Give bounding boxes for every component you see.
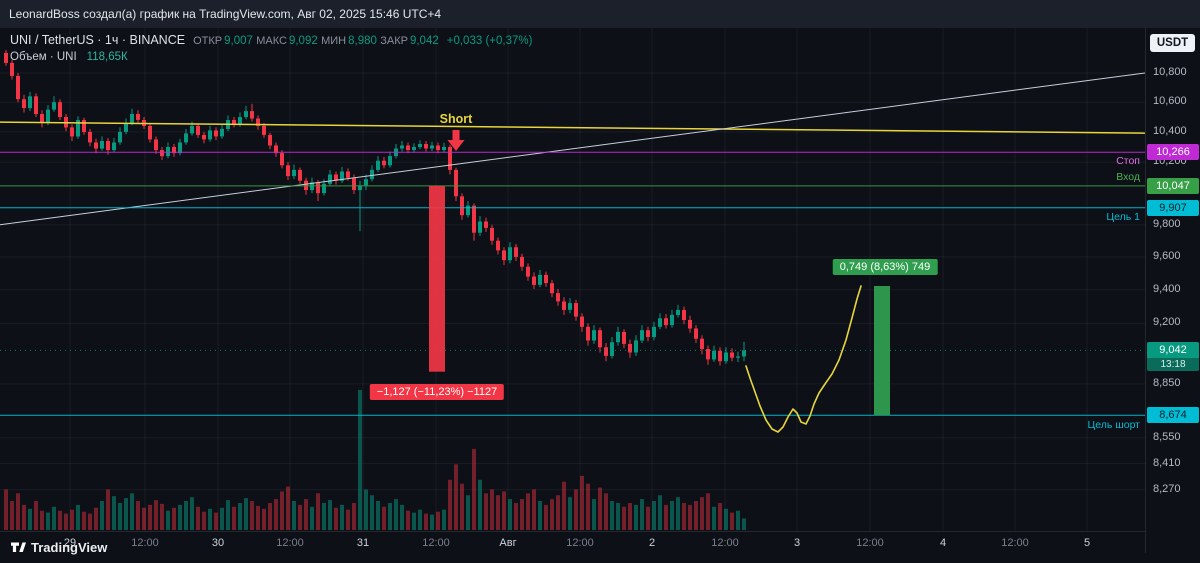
time-axis-label: 30: [211, 537, 225, 549]
time-axis-label: 12:00: [856, 537, 884, 549]
price-axis-label: 10,600: [1153, 95, 1187, 108]
time-axis-label: 12:00: [566, 537, 594, 549]
symbol-title[interactable]: UNI / TetherUS · 1ч · BINANCE: [10, 33, 186, 47]
time-axis-label: 12:00: [422, 537, 450, 549]
time-axis-label: 2: [648, 537, 656, 549]
time-axis-label: 31: [356, 537, 370, 549]
short-annotation-label[interactable]: Short: [439, 112, 473, 126]
price-badge-stop: 10,266: [1147, 144, 1199, 161]
price-badge-target-short: 8,674: [1147, 407, 1199, 424]
time-axis-label: 4: [939, 537, 947, 549]
price-axis-label: 10,400: [1153, 124, 1187, 137]
price-axis-label: 10,800: [1153, 66, 1187, 78]
price-axis-label: 9,200: [1153, 316, 1181, 329]
price-axis-label: 8,270: [1153, 482, 1181, 495]
price-badge-target1: 9,907: [1147, 199, 1199, 216]
time-axis-label: 12:00: [1001, 537, 1029, 549]
price-chart-canvas[interactable]: [0, 0, 1145, 531]
time-axis[interactable]: 29 12:00 30 12:00 31 12:00 Авг 12:00 2 12:00 3 12:0…: [0, 531, 1145, 553]
price-axis-label: 9,800: [1153, 217, 1181, 230]
tradingview-logo-icon: [11, 542, 26, 552]
share-text: LeonardBoss создал(а) график на TradingV…: [9, 7, 442, 21]
tradingview-logo[interactable]: TradingView: [10, 540, 107, 555]
share-topbar: LeonardBoss создал(а) график на TradingV…: [0, 0, 1200, 28]
currency-usdt-button[interactable]: USDT: [1150, 34, 1195, 52]
time-axis-label: 5: [1083, 537, 1091, 549]
price-badge-last: 9,042 13:18: [1147, 342, 1199, 372]
tradingview-logo-text: TradingView: [31, 540, 108, 555]
long-position-gain-label[interactable]: 0,749 (8,63%) 749: [832, 259, 938, 275]
price-axis[interactable]: USDT 10,800 10,600 10,400 10,200 9,800 9,600 9…: [1145, 28, 1200, 553]
time-axis-label: 12:00: [711, 537, 739, 549]
short-position-loss-label[interactable]: −1,127 (−11,23%) −1127: [369, 384, 505, 400]
time-axis-label: 12:00: [131, 537, 159, 549]
time-axis-label: Авг: [499, 537, 517, 549]
time-axis-label: 12:00: [276, 537, 304, 549]
price-axis-label: 8,550: [1153, 430, 1181, 443]
price-badge-entry: 10,047: [1147, 177, 1199, 194]
time-axis-label: 29: [63, 537, 77, 549]
price-axis-label: 9,600: [1153, 249, 1181, 262]
price-axis-label: 8,410: [1153, 456, 1181, 469]
time-axis-label: 3: [793, 537, 801, 549]
price-axis-label: 8,850: [1153, 376, 1181, 389]
price-axis-label: 9,400: [1153, 282, 1181, 295]
